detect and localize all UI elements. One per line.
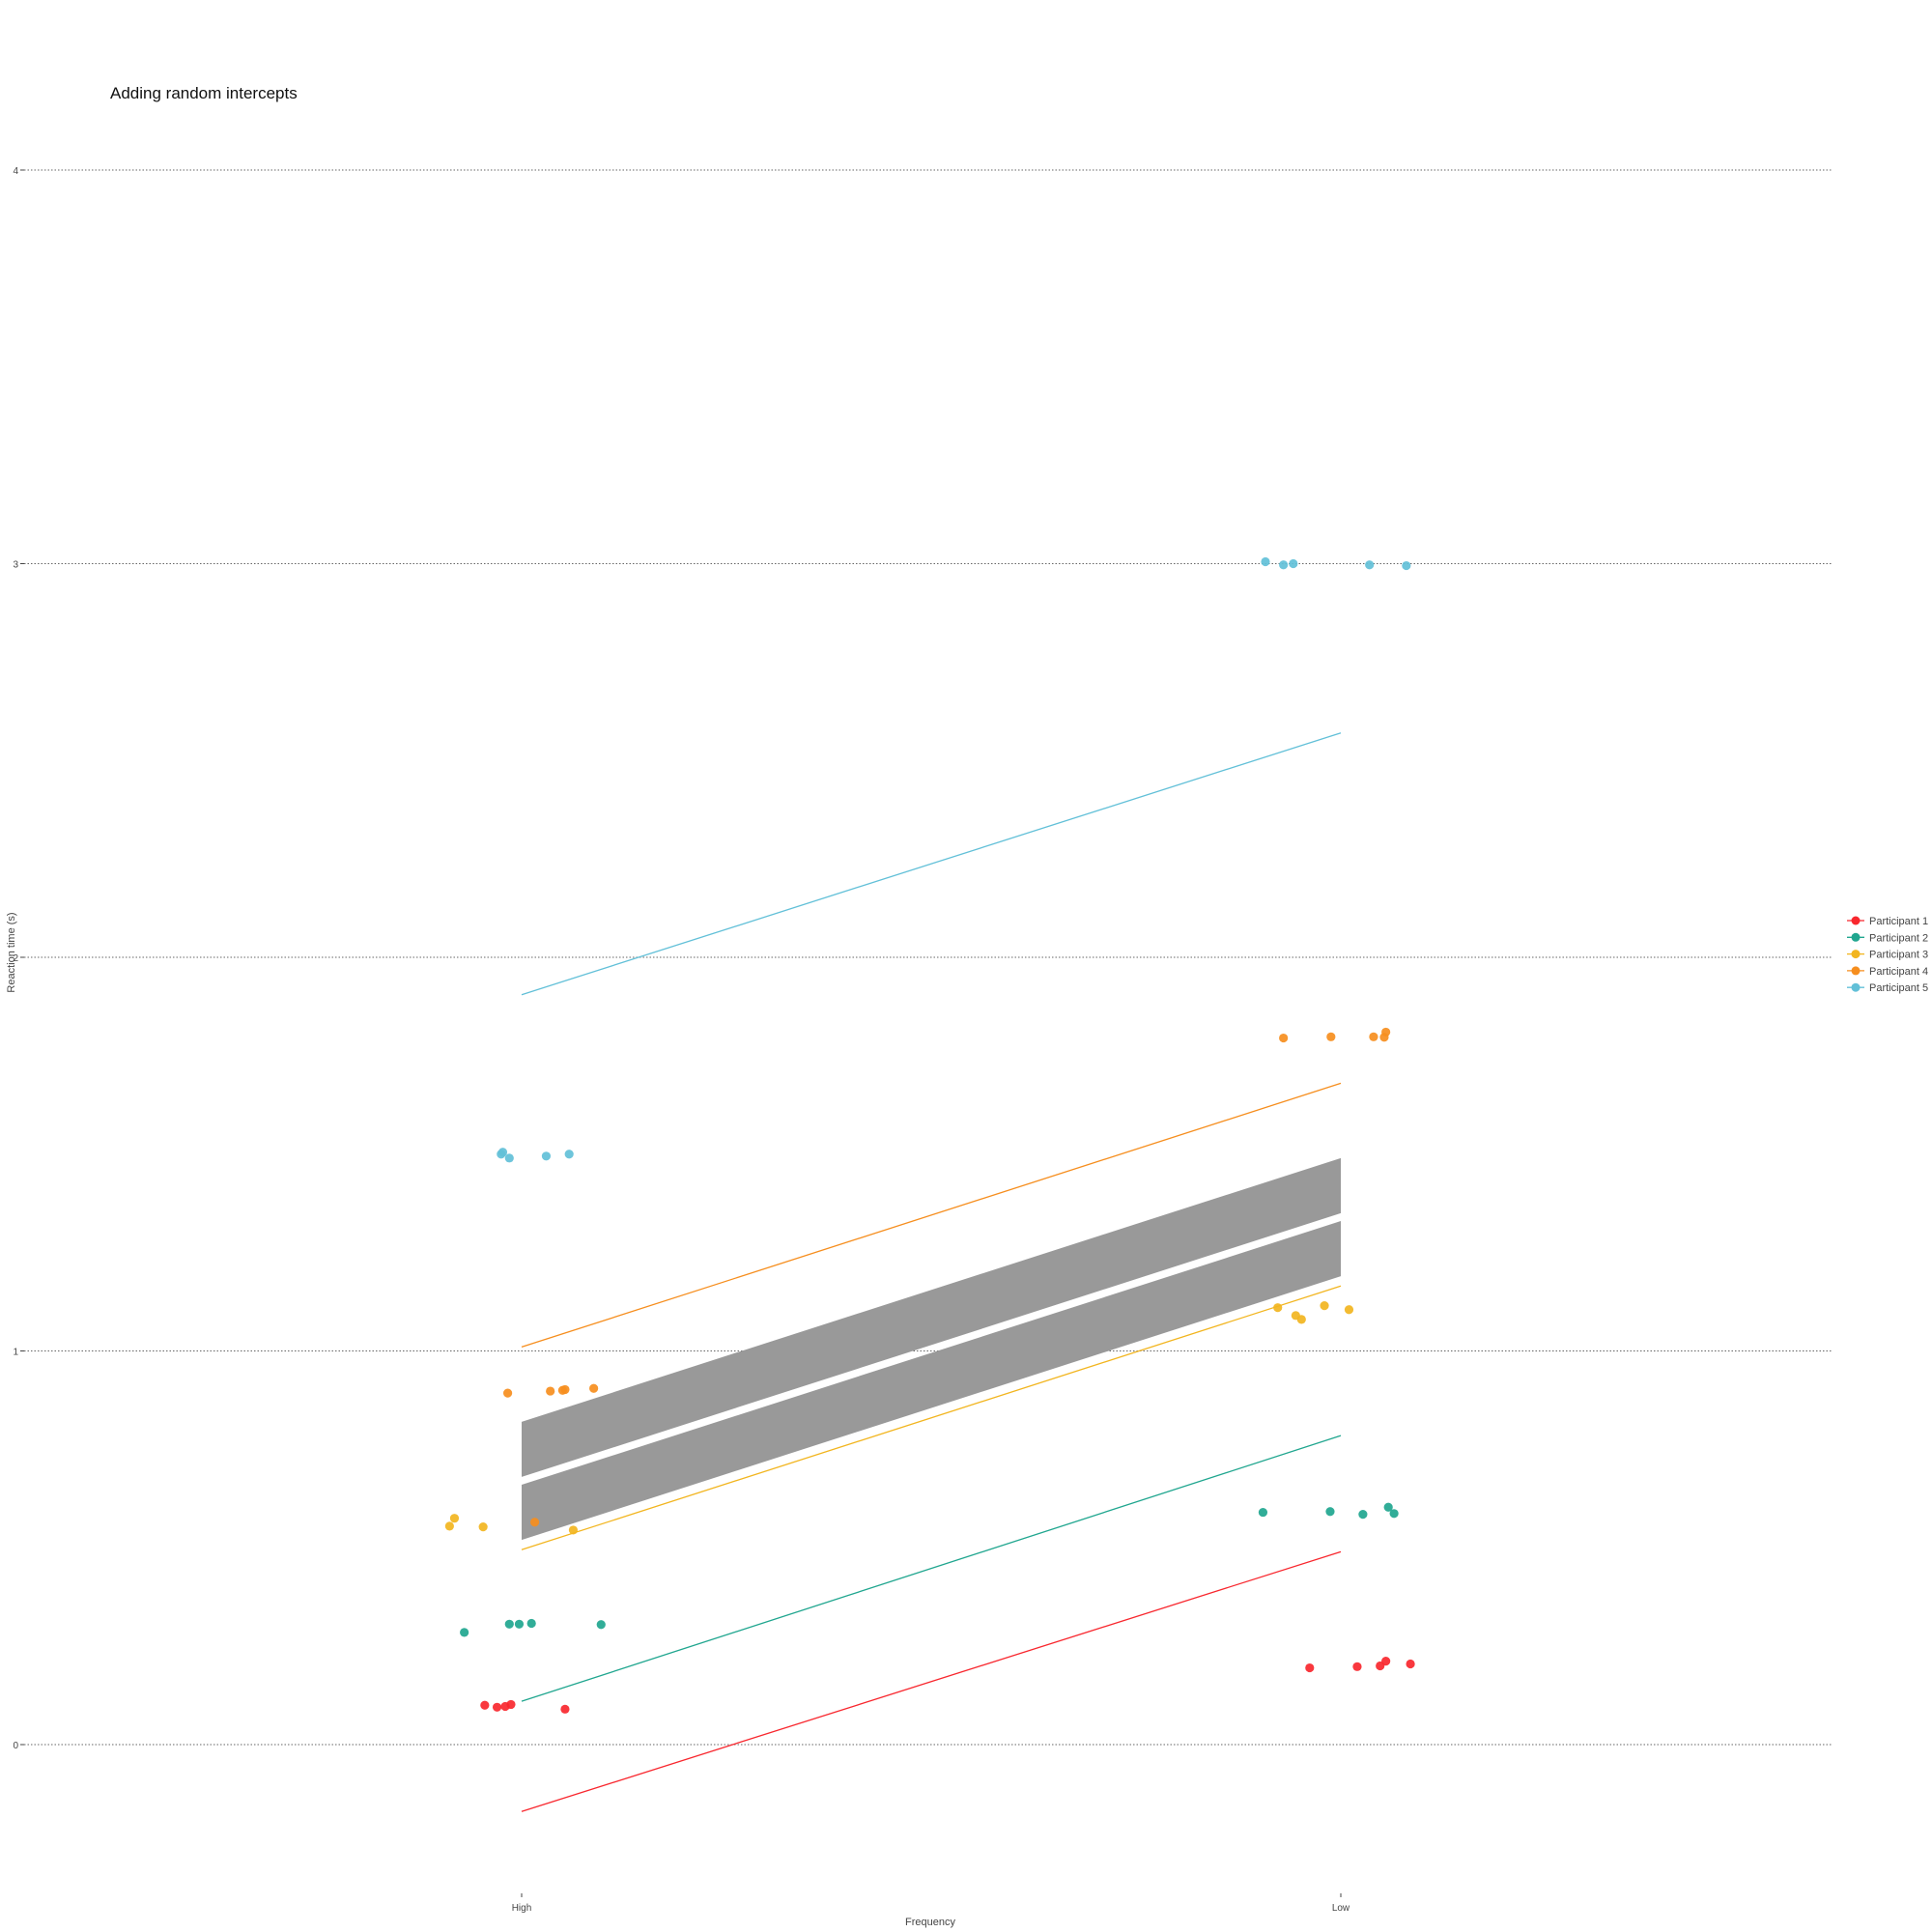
legend-key-point — [1851, 982, 1861, 992]
data-point-participant-5 — [1261, 556, 1270, 567]
data-point-participant-4 — [589, 1383, 599, 1393]
regression-line-participant-1 — [521, 1550, 1342, 1812]
data-point-participant-4 — [529, 1518, 540, 1527]
chart-title: Adding random intercepts — [110, 84, 298, 102]
data-point-participant-5 — [1289, 558, 1298, 569]
data-point-participant-3 — [444, 1521, 454, 1531]
data-point-participant-2 — [1258, 1507, 1268, 1518]
data-point-participant-3 — [1273, 1303, 1283, 1313]
data-point-participant-1 — [1406, 1659, 1415, 1669]
data-point-participant-5 — [497, 1148, 508, 1157]
data-point-participant-3 — [1344, 1305, 1354, 1315]
fixed-effect-band-lower — [522, 1221, 1341, 1541]
legend-key-point — [1851, 916, 1861, 925]
fixed-effect-bands — [522, 1157, 1341, 1541]
data-point-participant-5 — [504, 1153, 514, 1163]
legend-label-participant-5: Participant 5 — [1869, 982, 1928, 994]
data-point-participant-1 — [1381, 1657, 1391, 1666]
data-point-participant-5 — [1279, 560, 1289, 570]
data-point-participant-4 — [1326, 1032, 1336, 1041]
regression-line-participant-3 — [521, 1285, 1342, 1550]
regression-line-participant-2 — [521, 1435, 1342, 1702]
y-tick-label: 2 — [13, 953, 18, 964]
data-point-participant-4 — [560, 1384, 570, 1395]
data-point-participant-1 — [480, 1700, 490, 1710]
data-point-participant-2 — [526, 1618, 536, 1629]
x-tick-label-high: High — [512, 1903, 532, 1914]
data-point-participant-2 — [596, 1620, 606, 1630]
data-point-participant-3 — [478, 1522, 488, 1532]
y-tick-label: 4 — [13, 166, 18, 177]
data-points — [444, 556, 1415, 1714]
data-point-participant-1 — [560, 1704, 570, 1714]
legend-label-participant-3: Participant 3 — [1869, 950, 1928, 961]
legend-label-participant-1: Participant 1 — [1869, 916, 1928, 927]
data-point-participant-4 — [1369, 1032, 1378, 1041]
y-tick-label: 0 — [13, 1741, 18, 1751]
data-point-participant-4 — [546, 1386, 555, 1396]
data-point-participant-2 — [1358, 1510, 1368, 1520]
data-point-participant-3 — [1320, 1301, 1329, 1311]
data-point-participant-2 — [1383, 1502, 1393, 1512]
data-point-participant-1 — [1305, 1662, 1315, 1673]
data-point-participant-1 — [1352, 1662, 1362, 1671]
x-tick-label-low: Low — [1332, 1903, 1350, 1914]
data-point-participant-3 — [568, 1525, 579, 1535]
fixed-effect-band-upper — [522, 1157, 1341, 1477]
data-point-participant-2 — [1325, 1507, 1335, 1517]
data-point-participant-1 — [506, 1699, 516, 1710]
data-point-participant-2 — [460, 1628, 469, 1637]
data-point-participant-4 — [1381, 1027, 1391, 1037]
data-point-participant-5 — [1402, 560, 1411, 571]
data-point-participant-4 — [1279, 1033, 1289, 1043]
data-point-participant-1 — [492, 1702, 502, 1712]
data-point-participant-3 — [1296, 1315, 1306, 1324]
data-point-participant-3 — [449, 1514, 460, 1523]
data-point-participant-2 — [514, 1619, 525, 1629]
y-tick-label: 3 — [13, 560, 18, 571]
legend: Participant 1 Participant 2 Participant 3 P… — [1847, 916, 1928, 994]
legend-key-point — [1851, 950, 1861, 959]
data-point-participant-5 — [1365, 560, 1375, 570]
participant-lines — [521, 732, 1342, 1812]
y-axis-title: Reaction time (s) — [6, 912, 17, 992]
legend-key-point — [1851, 932, 1861, 942]
y-tick-label: 1 — [13, 1348, 18, 1358]
x-axis-title: Frequency — [905, 1917, 955, 1928]
data-point-participant-4 — [502, 1388, 513, 1398]
data-point-participant-5 — [541, 1151, 552, 1161]
gridlines — [24, 169, 1833, 1746]
data-point-participant-5 — [564, 1150, 574, 1159]
data-point-participant-2 — [504, 1619, 514, 1629]
x-axis-ticks: High Low — [512, 1893, 1350, 1914]
legend-key-point — [1851, 966, 1861, 976]
data-point-participant-2 — [1389, 1509, 1399, 1519]
regression-line-participant-4 — [521, 1082, 1342, 1349]
legend-label-participant-4: Participant 4 — [1869, 966, 1928, 978]
legend-label-participant-2: Participant 2 — [1869, 932, 1928, 944]
y-axis-ticks: 0 1 2 3 4 — [13, 166, 24, 1751]
regression-line-participant-5 — [521, 732, 1342, 996]
